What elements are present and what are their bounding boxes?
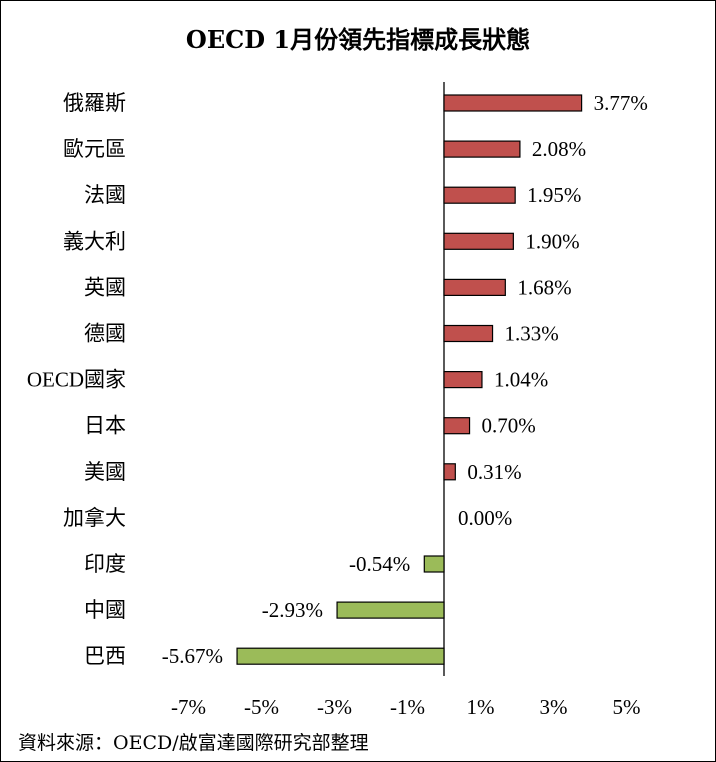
category-label: 加拿大: [63, 506, 126, 530]
category-label: 日本: [84, 414, 126, 438]
bar: [443, 324, 494, 343]
category-label: 法國: [84, 183, 126, 207]
bar: [336, 601, 445, 619]
data-label: -2.93%: [262, 598, 323, 622]
data-label: 0.00%: [458, 506, 512, 530]
x-tick-label: 5%: [613, 695, 641, 719]
bar: [443, 94, 583, 112]
source-note: 資料來源：OECD/啟富達國際研究部整理: [18, 732, 369, 754]
bar: [443, 463, 456, 481]
chart-title: OECD 1月份領先指標成長狀態: [185, 25, 531, 54]
category-label: 義大利: [63, 229, 126, 253]
category-label: 中國: [84, 598, 126, 622]
data-label: 1.90%: [525, 229, 579, 253]
category-label: 印度: [84, 552, 126, 576]
x-tick-label: 3%: [540, 695, 568, 719]
category-label: 英國: [84, 275, 126, 299]
bar: [443, 417, 471, 435]
data-label: -5.67%: [162, 644, 223, 668]
bar: [443, 232, 514, 250]
bar: [443, 278, 506, 296]
data-label: -0.54%: [349, 552, 410, 576]
category-label: OECD國家: [27, 368, 126, 392]
category-label: 歐元區: [63, 137, 126, 161]
data-label: 3.77%: [594, 91, 648, 115]
x-tick-label: 1%: [467, 695, 495, 719]
category-label: 俄羅斯: [63, 91, 126, 115]
category-label: 巴西: [84, 644, 126, 668]
bar: [443, 371, 483, 389]
data-label: 2.08%: [532, 137, 586, 161]
bar: [236, 647, 445, 665]
data-label: 1.95%: [527, 183, 581, 207]
bar: [423, 555, 445, 573]
x-tick-label: -3%: [317, 695, 352, 719]
bar: [443, 140, 521, 158]
data-label: 1.04%: [494, 368, 548, 392]
x-tick-label: -7%: [171, 695, 206, 719]
data-label: 1.33%: [505, 322, 559, 346]
x-tick-label: -5%: [244, 695, 279, 719]
bar: [443, 186, 516, 204]
data-label: 1.68%: [517, 275, 571, 299]
data-label: 0.70%: [482, 414, 536, 438]
x-tick-label: -1%: [390, 695, 425, 719]
data-label: 0.31%: [467, 460, 521, 484]
category-label: 德國: [84, 322, 126, 346]
category-label: 美國: [84, 460, 126, 484]
